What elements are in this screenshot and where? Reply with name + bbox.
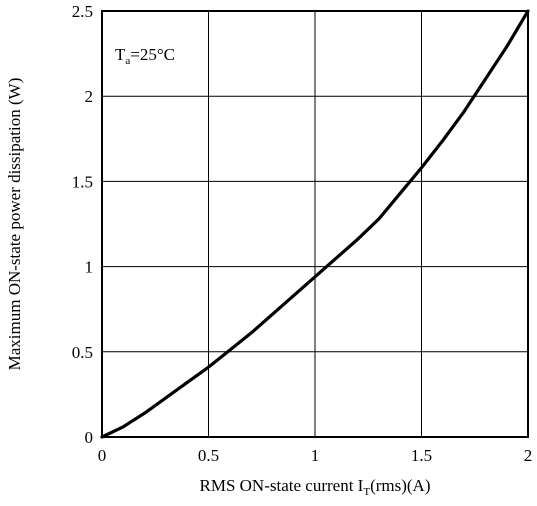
temperature-annotation: Ta=25°C bbox=[115, 45, 175, 67]
x-tick-label: 2 bbox=[524, 446, 533, 465]
plot-frame bbox=[101, 10, 529, 438]
series-line bbox=[100, 9, 530, 439]
y-tick-labels: 0 0.5 1 1.5 2 2.5 bbox=[72, 2, 93, 447]
grid-lines bbox=[102, 11, 528, 437]
x-tick-label: 1 bbox=[311, 446, 320, 465]
y-tick-label: 2 bbox=[85, 87, 94, 106]
x-tick-label: 0 bbox=[98, 446, 107, 465]
y-tick-label: 1.5 bbox=[72, 172, 93, 191]
y-tick-label: 1 bbox=[85, 258, 94, 277]
y-tick-label: 2.5 bbox=[72, 2, 93, 21]
x-axis-label: RMS ON-state current IT(rms)(A) bbox=[200, 476, 431, 498]
y-tick-label: 0.5 bbox=[72, 343, 93, 362]
x-tick-label: 1.5 bbox=[411, 446, 432, 465]
x-tick-labels: 0 0.5 1 1.5 2 bbox=[98, 446, 533, 465]
y-tick-label: 0 bbox=[85, 428, 94, 447]
x-tick-label: 0.5 bbox=[198, 446, 219, 465]
y-axis-label: Maximum ON-state power dissipation (W) bbox=[5, 78, 24, 371]
